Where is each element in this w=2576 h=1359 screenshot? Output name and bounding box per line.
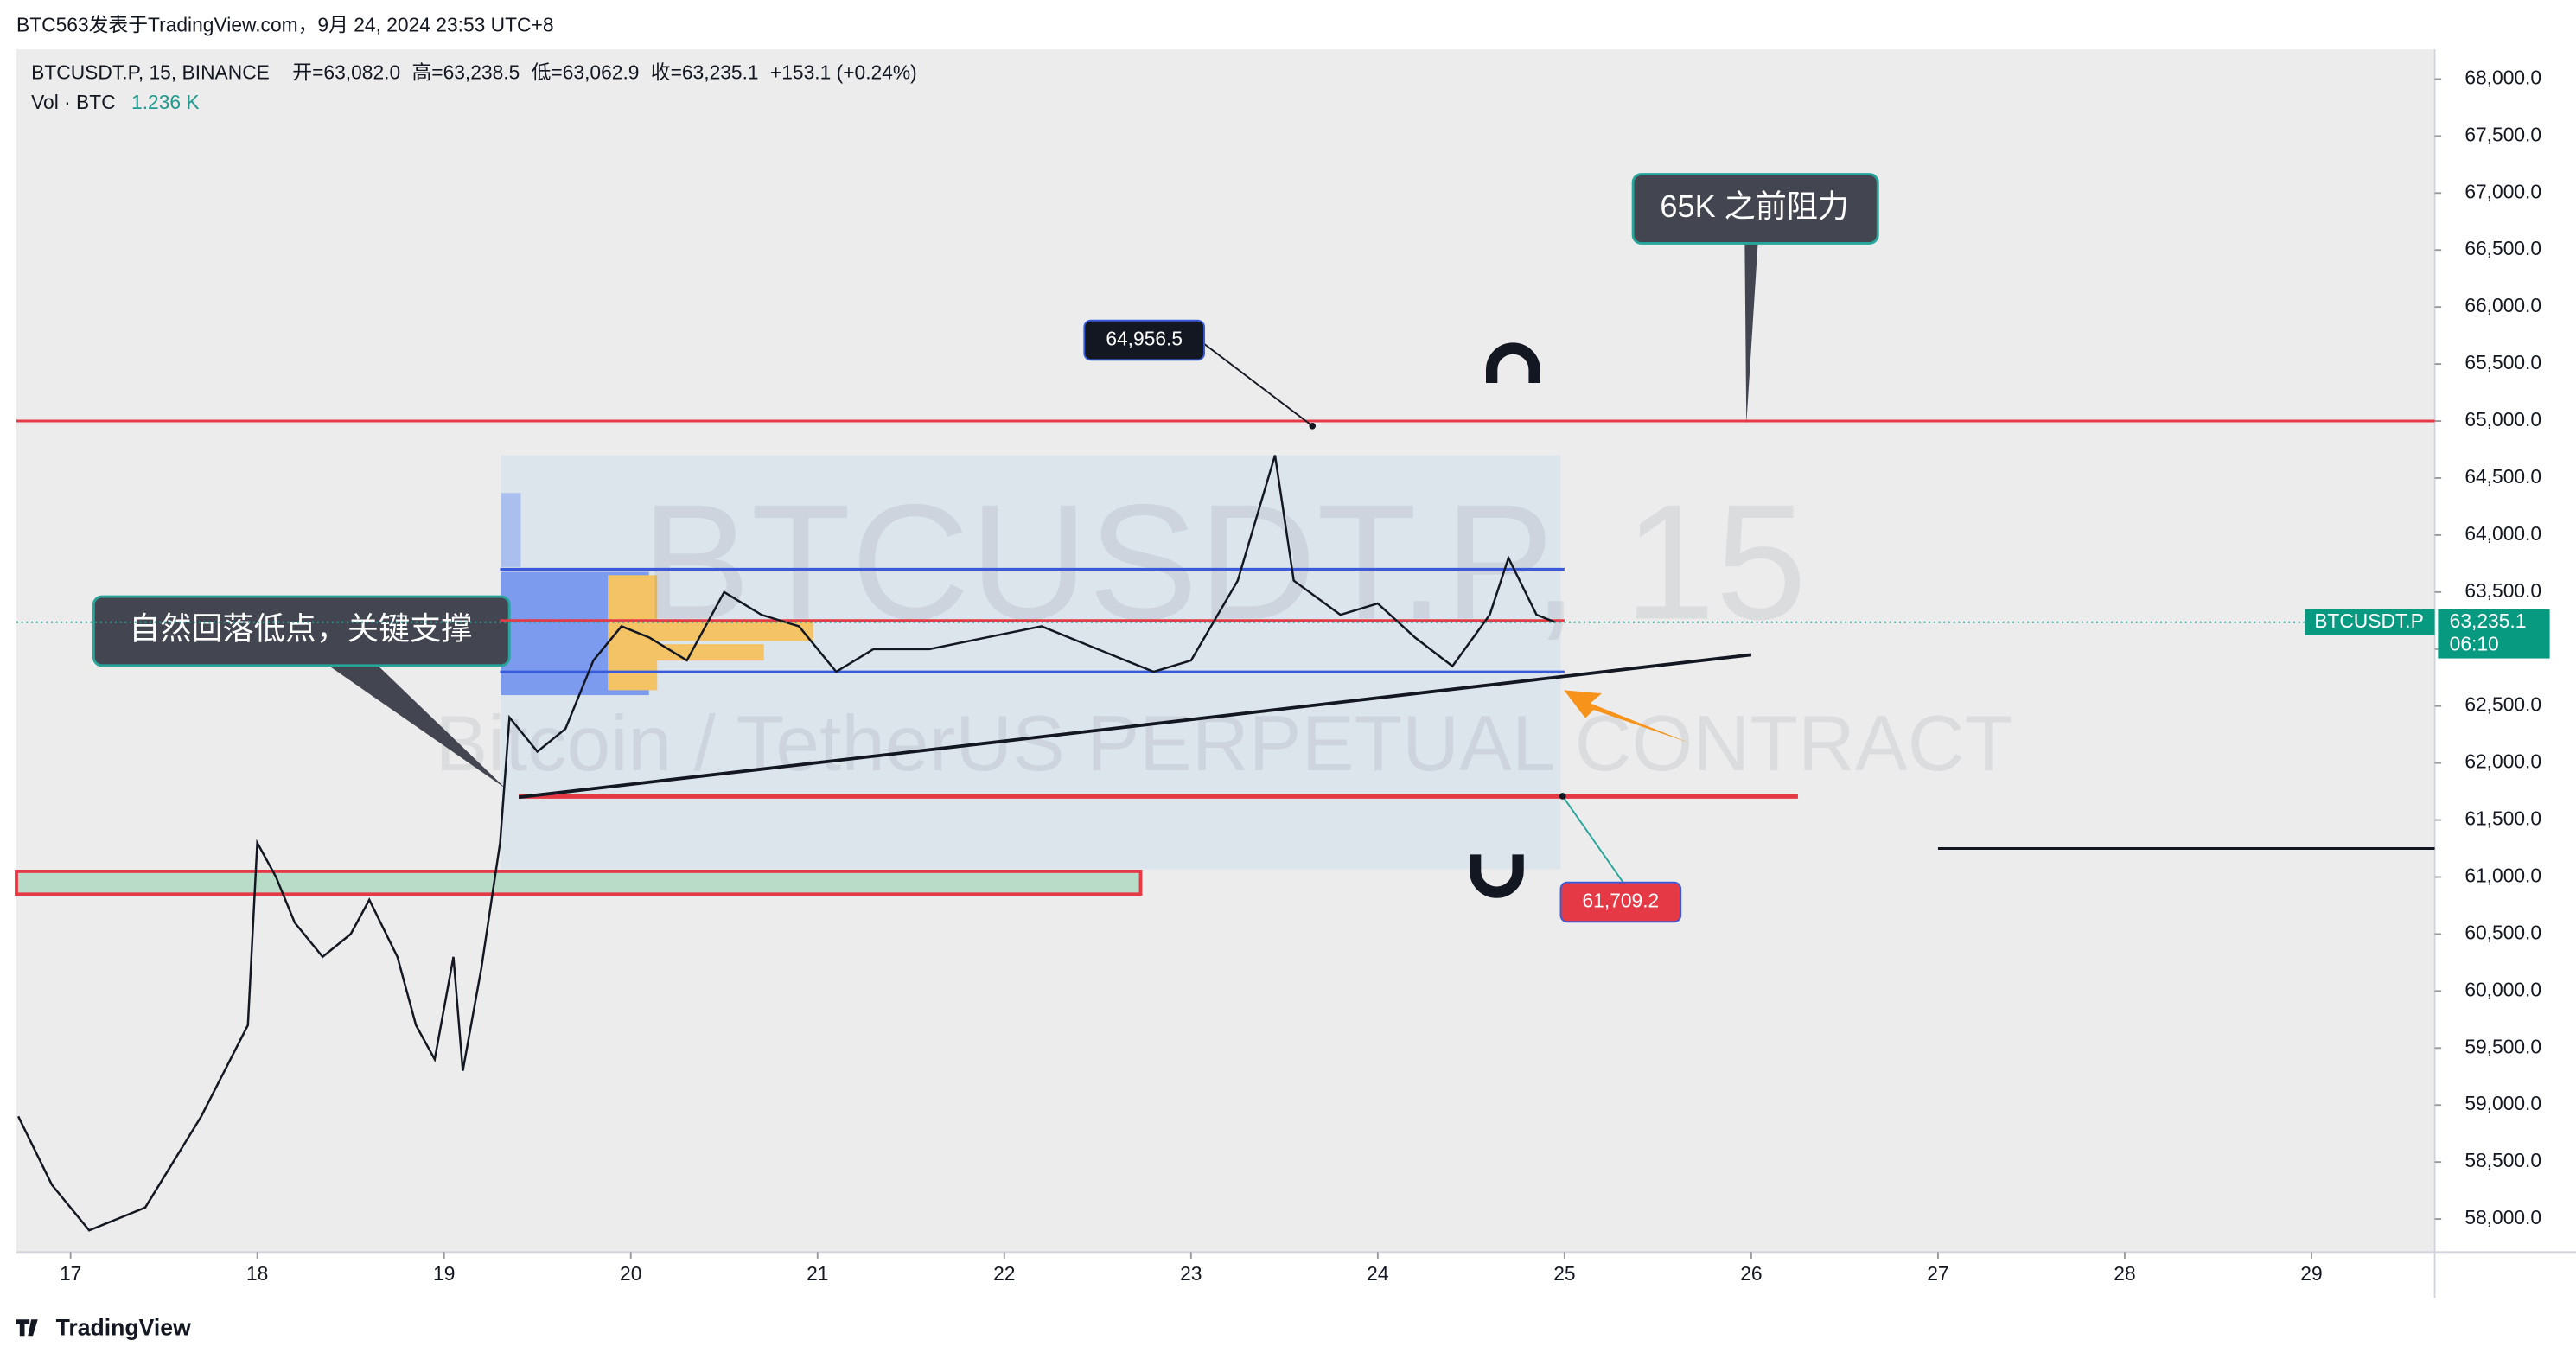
ohlc-value: 收=63,235.1 — [651, 61, 759, 84]
x-tick-label: 21 — [807, 1262, 828, 1285]
support-zone — [15, 869, 1143, 896]
y-tick-label: 64,000.0 — [2464, 522, 2541, 545]
countdown: 06:10 — [2450, 632, 2499, 654]
annotation-label: 64,956.5 — [1106, 328, 1183, 350]
annotation-box — [1559, 881, 1682, 923]
logo — [16, 1319, 38, 1337]
series-name: BTCUSDT.P — [2314, 609, 2424, 632]
callout-pointer — [328, 665, 507, 789]
ohlc-value: 开=63,082.0 — [292, 61, 400, 84]
price-tag — [2438, 609, 2550, 659]
annotation-leader — [1198, 339, 1313, 427]
header: BTC563发表于TradingView.com，9月 24, 2024 23:… — [16, 14, 554, 36]
watermark: BTCUSDT.P, 15 — [641, 471, 1807, 654]
callout-box — [92, 595, 511, 667]
y-tick-label: 61,500.0 — [2464, 807, 2541, 830]
volume-value: 1.236 K — [131, 91, 200, 113]
y-tick-label: 58,000.0 — [2464, 1206, 2541, 1228]
x-tick-label: 18 — [246, 1262, 268, 1285]
y-tick-label: 65,500.0 — [2464, 351, 2541, 373]
x-tick-label: 28 — [2114, 1262, 2135, 1285]
callout: 自然回落低点，关键支撑 — [129, 610, 472, 646]
annotation-point — [1559, 793, 1566, 800]
y-tick-label: 63,500.0 — [2464, 579, 2541, 602]
y-tick-label: 61,000.0 — [2464, 865, 2541, 887]
last-price-label: 63,235.1 — [2450, 609, 2527, 632]
x-tick-label: 26 — [1740, 1262, 1762, 1285]
ohlc-value: +153.1 (+0.24%) — [770, 61, 917, 84]
annotation-point — [1309, 422, 1317, 430]
y-tick-label: 65,000.0 — [2464, 408, 2541, 431]
x-tick-label: 24 — [1367, 1262, 1389, 1285]
ohlc-value: 低=63,062.9 — [532, 61, 640, 84]
arrow — [1564, 690, 1689, 743]
y-tick-label: 59,000.0 — [2464, 1092, 2541, 1114]
y-tick-label: 62,500.0 — [2464, 693, 2541, 716]
y-tick-label: 59,500.0 — [2464, 1035, 2541, 1057]
magnet-icon — [1470, 342, 1540, 898]
y-tick-label: 58,500.0 — [2464, 1149, 2541, 1171]
y-tick-label: 66,000.0 — [2464, 294, 2541, 316]
volume-label: Vol · BTC — [31, 91, 116, 113]
trendline — [518, 653, 1752, 800]
x-tick-label: 23 — [1180, 1262, 1202, 1285]
footer: TradingView — [56, 1315, 191, 1341]
annotation-leader — [1561, 795, 1624, 884]
y-tick-label: 66,500.0 — [2464, 237, 2541, 259]
x-tick-label: 25 — [1553, 1262, 1575, 1285]
callout: 65K 之前阻力 — [1660, 188, 1849, 224]
x-tick-label: 22 — [993, 1262, 1015, 1285]
x-tick-label: 17 — [60, 1262, 81, 1285]
range-box — [501, 455, 1561, 870]
y-tick-label: 60,500.0 — [2464, 921, 2541, 943]
x-tick-label: 29 — [2300, 1262, 2322, 1285]
price-line — [16, 455, 1556, 1232]
ohlc-value: 高=63,238.5 — [411, 61, 520, 84]
x-tick-label: 27 — [1927, 1262, 1948, 1285]
y-tick-label: 67,500.0 — [2464, 123, 2541, 145]
price-tag — [2305, 609, 2435, 635]
y-tick-label: 68,000.0 — [2464, 66, 2541, 88]
annotation-box — [1083, 319, 1206, 361]
annotation-label: 61,709.2 — [1582, 890, 1659, 912]
callout-pointer — [1744, 243, 1758, 424]
watermark-sub: Bitcoin / TetherUS PERPETUAL CONTRACT — [435, 699, 2012, 788]
y-tick-label: 60,000.0 — [2464, 978, 2541, 1000]
y-tick-label: 67,000.0 — [2464, 180, 2541, 202]
x-tick-label: 19 — [433, 1262, 455, 1285]
y-tick-label: 64,500.0 — [2464, 465, 2541, 488]
x-tick-label: 20 — [620, 1262, 641, 1285]
volume-profile — [501, 493, 813, 696]
callout-box — [1631, 173, 1879, 245]
chart-title: BTCUSDT.P, 15, BINANCE — [31, 61, 270, 84]
y-tick-label: 62,000.0 — [2464, 750, 2541, 773]
